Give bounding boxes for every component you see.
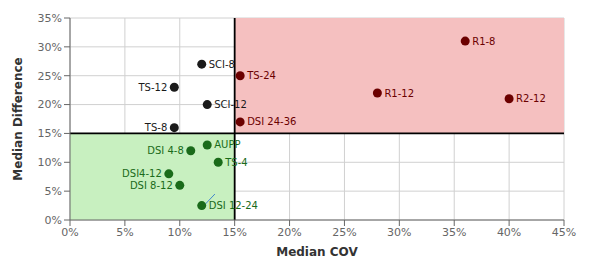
svg-text:0%: 0%: [45, 214, 62, 227]
svg-text:DSI4-12: DSI4-12: [122, 168, 162, 179]
svg-text:DSI 12-24: DSI 12-24: [209, 200, 258, 211]
svg-text:45%: 45%: [552, 226, 576, 239]
svg-text:Median COV: Median COV: [276, 245, 358, 259]
svg-text:10%: 10%: [38, 156, 62, 169]
svg-text:R2-12: R2-12: [516, 93, 546, 104]
svg-text:35%: 35%: [38, 12, 62, 25]
svg-text:15%: 15%: [222, 226, 246, 239]
svg-text:SCI-12: SCI-12: [214, 99, 247, 110]
svg-text:TS-8: TS-8: [144, 122, 167, 133]
svg-text:DSI 4-8: DSI 4-8: [147, 145, 184, 156]
svg-text:30%: 30%: [38, 41, 62, 54]
svg-text:TS-12: TS-12: [137, 82, 167, 93]
svg-text:10%: 10%: [168, 226, 192, 239]
svg-text:30%: 30%: [387, 226, 411, 239]
svg-text:15%: 15%: [38, 127, 62, 140]
svg-text:35%: 35%: [442, 226, 466, 239]
svg-text:SCI-8: SCI-8: [209, 59, 235, 70]
svg-text:TS-24: TS-24: [246, 70, 276, 81]
svg-text:25%: 25%: [332, 226, 356, 239]
svg-text:40%: 40%: [497, 226, 521, 239]
svg-text:20%: 20%: [38, 98, 62, 111]
svg-text:TS-4: TS-4: [224, 157, 247, 168]
svg-text:0%: 0%: [61, 226, 78, 239]
svg-text:20%: 20%: [277, 226, 301, 239]
svg-text:AUPP: AUPP: [214, 139, 240, 150]
svg-text:25%: 25%: [38, 70, 62, 83]
svg-text:5%: 5%: [116, 226, 133, 239]
svg-text:5%: 5%: [45, 185, 62, 198]
svg-text:R1-12: R1-12: [384, 88, 414, 99]
svg-text:DSI 8-12: DSI 8-12: [130, 180, 173, 191]
svg-text:DSI 24-36: DSI 24-36: [247, 116, 296, 127]
svg-text:R1-8: R1-8: [472, 36, 495, 47]
svg-text:Median Difference: Median Difference: [11, 57, 25, 180]
